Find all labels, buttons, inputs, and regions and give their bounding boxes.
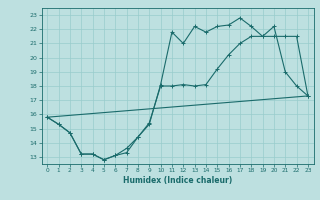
X-axis label: Humidex (Indice chaleur): Humidex (Indice chaleur) bbox=[123, 176, 232, 185]
